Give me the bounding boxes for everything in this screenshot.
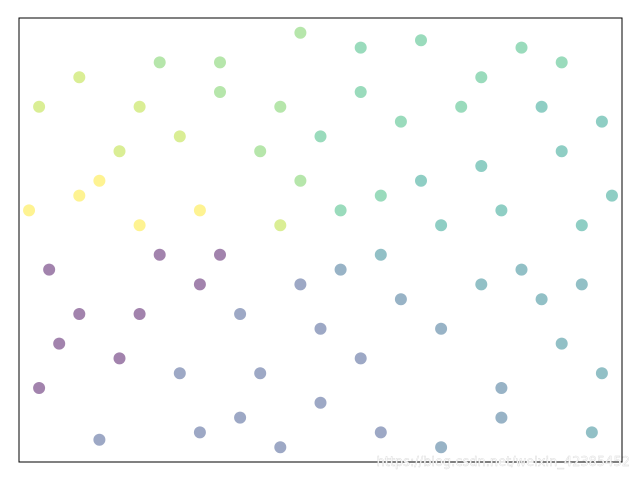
- point: [113, 352, 126, 365]
- point: [354, 86, 367, 98]
- point: [254, 145, 267, 158]
- point: [495, 382, 508, 394]
- point: [113, 145, 126, 158]
- point: [555, 337, 568, 350]
- point: [274, 219, 287, 232]
- point: [435, 322, 448, 335]
- point: [455, 100, 468, 113]
- point: [314, 322, 327, 335]
- point: [73, 189, 86, 202]
- point: [415, 34, 427, 47]
- point: [33, 382, 46, 394]
- point: [294, 278, 307, 291]
- point: [575, 278, 588, 291]
- point: [254, 367, 267, 380]
- points: [23, 26, 618, 454]
- point: [173, 130, 186, 143]
- point: [193, 426, 206, 439]
- point: [274, 100, 287, 113]
- point: [374, 248, 387, 261]
- point: [394, 293, 407, 306]
- watermark: https://blog.csdn.net/weixin_42385452: [376, 455, 630, 470]
- point: [475, 278, 488, 291]
- point: [53, 337, 66, 350]
- point: [585, 426, 598, 439]
- point: [475, 160, 488, 172]
- point: [294, 26, 307, 39]
- point: [33, 100, 46, 113]
- point: [193, 278, 206, 291]
- point: [515, 41, 528, 54]
- point: [214, 86, 226, 98]
- point: [234, 308, 247, 320]
- point: [214, 56, 226, 69]
- point: [495, 204, 508, 217]
- point: [294, 174, 307, 187]
- point: [575, 219, 588, 232]
- point: [234, 411, 247, 424]
- point: [535, 293, 548, 306]
- point: [133, 308, 146, 320]
- point: [193, 204, 206, 217]
- point: [435, 219, 448, 232]
- point: [555, 56, 568, 69]
- point: [133, 100, 146, 113]
- point: [595, 115, 608, 128]
- point: [374, 189, 387, 202]
- point: [495, 411, 508, 424]
- point: [535, 100, 548, 113]
- point: [43, 263, 56, 276]
- point: [73, 71, 86, 84]
- point: [73, 308, 86, 320]
- point: [394, 115, 407, 128]
- point: [314, 396, 327, 409]
- point: [314, 130, 327, 143]
- point: [555, 145, 568, 158]
- plot-area: [19, 18, 622, 462]
- point: [334, 204, 347, 217]
- point: [133, 219, 146, 232]
- point: [595, 367, 608, 380]
- point: [475, 71, 488, 84]
- point: [334, 263, 347, 276]
- point: [515, 263, 528, 276]
- point: [415, 174, 427, 187]
- point: [214, 248, 226, 261]
- point: [93, 433, 106, 446]
- point: [354, 352, 367, 365]
- point: [153, 248, 166, 261]
- point: [374, 426, 387, 439]
- point: [274, 441, 287, 454]
- point: [93, 174, 106, 187]
- axes-frame: [18, 17, 623, 463]
- point: [435, 441, 448, 454]
- point: [173, 367, 186, 380]
- point: [153, 56, 166, 69]
- point: [605, 189, 618, 202]
- point: [354, 41, 367, 54]
- point: [23, 204, 36, 217]
